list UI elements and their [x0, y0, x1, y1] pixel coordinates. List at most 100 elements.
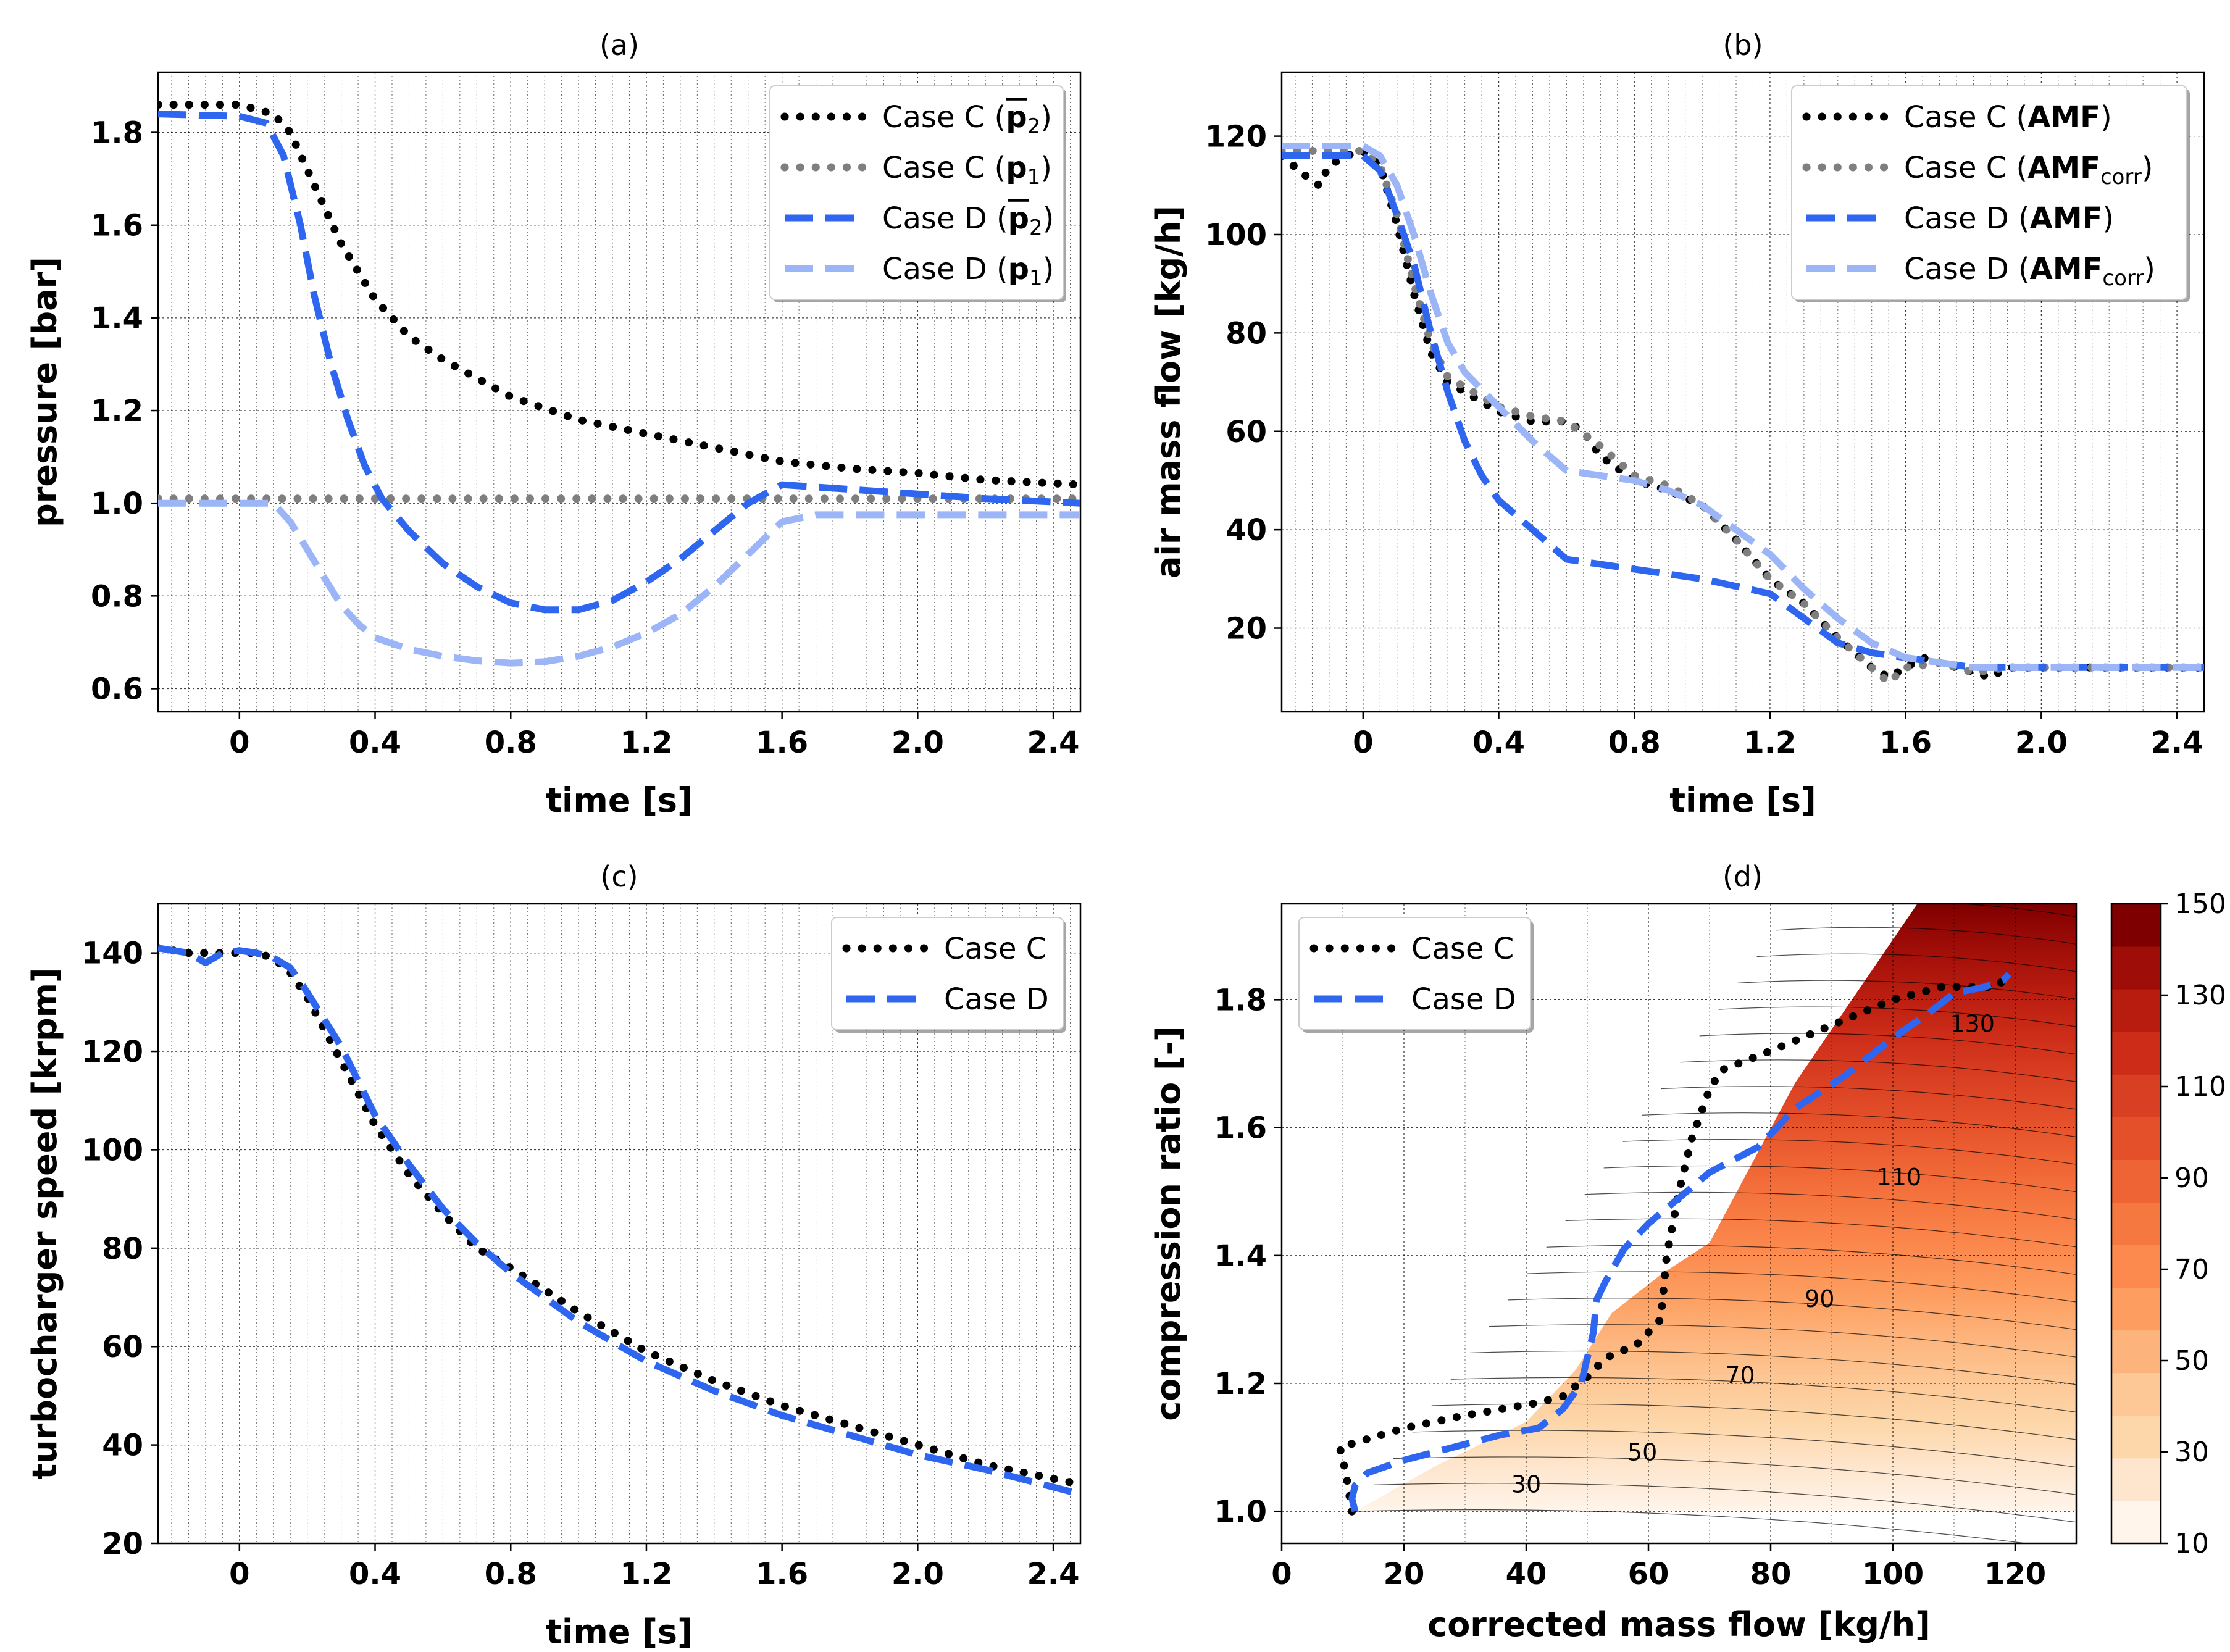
colorbar-tick-label: 90	[2174, 1162, 2209, 1194]
legend-label: Case D	[944, 982, 1049, 1017]
panel-title: (b)	[1723, 28, 1763, 62]
legend-label: Case C (AMF)	[1904, 100, 2112, 135]
contour-label: 50	[1627, 1438, 1657, 1466]
colorbar-tick-label: 150	[2174, 888, 2226, 920]
colorbar-segment	[2111, 1074, 2161, 1117]
contour-line	[1527, 1271, 2076, 1303]
contour-label: 110	[1877, 1164, 1922, 1191]
panel-title: (a)	[599, 28, 639, 62]
x-tick-label: 2.4	[1027, 725, 1080, 760]
contour-line	[1603, 1165, 2076, 1193]
x-tick-label: 2.4	[2151, 725, 2203, 760]
colorbar: 10 30 50 70 90 110 130 150	[2110, 888, 2226, 1559]
series-line-case-d-2	[158, 111, 1080, 614]
x-tick-label: 1.6	[756, 725, 808, 760]
colorbar-segment	[2111, 946, 2161, 990]
axes-frame	[157, 903, 1082, 1545]
contour-line	[1469, 1350, 2076, 1385]
x-axis-label: time [s]	[1669, 781, 1816, 820]
colorbar-segment	[2111, 1500, 2161, 1544]
y-tick-label: 0.6	[91, 672, 143, 706]
panel-title: (c)	[600, 860, 638, 893]
x-tick-label: 0	[1353, 725, 1373, 760]
y-tick-label: 1.4	[1214, 1239, 1267, 1274]
x-tick-label: 0	[1271, 1557, 1292, 1592]
x-tick-label: 100	[1862, 1557, 1924, 1592]
contour-line	[1508, 1298, 2076, 1330]
y-tick-label: 120	[1205, 120, 1267, 154]
legend: Case C Case D	[1298, 917, 1534, 1033]
y-tick-label: 1.2	[1214, 1367, 1267, 1401]
y-tick-label: 1.0	[91, 486, 143, 521]
x-tick-label: 60	[1628, 1557, 1669, 1592]
legend-label: Case D	[1411, 982, 1516, 1017]
legend-label: Case C (AMFcorr)	[1904, 151, 2153, 190]
legend: Case C Case D	[831, 917, 1066, 1033]
series-line-case-c-0	[158, 101, 1080, 489]
legend-label: Case C	[1411, 932, 1514, 966]
colorbar-tick-label: 30	[2174, 1437, 2209, 1468]
axes-frame	[1280, 71, 2205, 713]
legend-label: Case C (p1)	[882, 151, 1052, 190]
legend-label: Case C (p2)	[882, 100, 1052, 139]
y-tick-label: 20	[1226, 612, 1267, 646]
series-group	[158, 944, 1080, 1498]
colorbar-tick-label: 10	[2174, 1528, 2209, 1559]
x-axis-label: corrected mass flow [kg/h]	[1427, 1605, 1931, 1644]
x-tick-label: 80	[1750, 1557, 1792, 1592]
y-axis-label: compression ratio [-]	[1149, 1026, 1188, 1420]
legend: Case C (p2) Case C (p1) Case D (p2) Case D …	[769, 85, 1066, 302]
colorbar-segment	[2111, 1159, 2161, 1203]
compressor-map-region	[1355, 904, 2076, 1512]
colorbar-segment	[2111, 904, 2161, 947]
y-tick-label: 0.8	[91, 579, 143, 614]
y-tick-label: 80	[1226, 316, 1267, 351]
x-tick-label: 2.4	[1027, 1557, 1080, 1592]
y-tick-label: 1.2	[91, 394, 143, 428]
contour-line	[1776, 927, 2076, 945]
x-tick-label: 2.0	[892, 1557, 944, 1592]
panel-b: 0 0.4 0.8 1.2 1.6 2.0 2.4 20 40 60 80 100 120 (b) time…	[1149, 28, 2205, 820]
x-tick-label: 20	[1384, 1557, 1425, 1592]
series-group	[1282, 143, 2204, 686]
contour-line	[1795, 904, 2076, 917]
contour-label: 70	[1725, 1362, 1755, 1389]
y-tick-label: 120	[81, 1035, 143, 1069]
x-tick-label: 1.6	[756, 1557, 808, 1592]
legend-box	[769, 85, 1064, 300]
legend-label: Case C	[944, 932, 1046, 966]
series-line-case-d-1	[1348, 972, 2012, 1512]
x-tick-label: 0.8	[485, 1557, 537, 1592]
x-tick-label: 1.2	[1743, 725, 1796, 760]
x-axis-label: time [s]	[546, 1612, 693, 1651]
contour-label: 130	[1950, 1010, 1995, 1037]
series-line-case-d-1	[158, 945, 1080, 1498]
colorbar-segment	[2111, 1202, 2161, 1246]
contour-line	[1450, 1377, 2076, 1412]
colorbar-segment	[2111, 1117, 2161, 1160]
contour-line	[1584, 1191, 2076, 1220]
contour-line	[1699, 1033, 2076, 1055]
contour-line	[1622, 1138, 2076, 1165]
panel-d: 30 50 70 90 110 130 0 20 40 60 80 100 120 1.0 1.2 1.4 1.…	[1149, 860, 2226, 1644]
contour-line	[1642, 1112, 2076, 1138]
panel-title: (d)	[1723, 860, 1763, 893]
x-axis-label: time [s]	[546, 781, 693, 820]
contour-line	[1661, 1086, 2076, 1110]
series-line-case-d-3	[158, 499, 1080, 667]
x-tick-label: 0	[229, 725, 249, 760]
contour-line	[1718, 1006, 2076, 1027]
colorbar-tick-label: 70	[2174, 1254, 2209, 1285]
legend-box	[1791, 85, 2187, 300]
y-axis-label: pressure [bar]	[25, 257, 64, 527]
contour-line	[1412, 1430, 2076, 1468]
y-tick-label: 100	[1205, 218, 1267, 252]
x-tick-label: 0.4	[349, 1557, 401, 1592]
x-tick-label: 0.4	[1472, 725, 1525, 760]
series-line-case-d-2	[1282, 152, 2204, 671]
y-tick-label: 1.8	[91, 116, 143, 151]
panel-a: 0 0.4 0.8 1.2 1.6 2.0 2.4 0.6 0.8 1.0 1.2 1.4 1.6 1.8…	[25, 28, 1082, 820]
y-tick-label: 60	[1226, 415, 1267, 449]
legend-label: Case D (p2)	[882, 201, 1054, 240]
